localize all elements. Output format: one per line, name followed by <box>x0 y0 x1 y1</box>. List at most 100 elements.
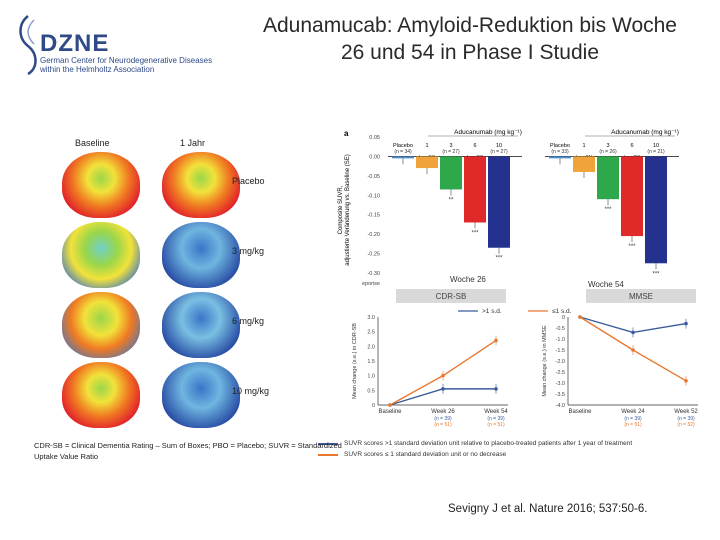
bar-ytick: -0.30 <box>367 271 380 277</box>
bar-category: 6 <box>473 143 476 149</box>
bar-category: 1 <box>425 143 428 149</box>
row-label-10mg: 10 mg/kg <box>232 386 270 396</box>
brain-6mg-year <box>162 292 240 358</box>
row-label-3mg: 3 mg/kg <box>232 246 265 256</box>
bar-n-label: (n = 27) <box>442 149 460 155</box>
logo-mark-icon <box>19 15 37 76</box>
bar-sig: *** <box>604 207 612 213</box>
bar-ytick: -0.20 <box>367 232 380 238</box>
bar-sig: *** <box>471 230 479 236</box>
line-n-orange: (n = 52) <box>677 422 695 427</box>
bar-xlabel: eporise <box>362 281 380 287</box>
bar-category: 6 <box>630 143 633 149</box>
citation: Sevigny J et al. Nature 2016; 537:50-6. <box>448 503 648 515</box>
line-ytick: -0.5 <box>556 326 565 332</box>
legend-text-gt1sd: SUVR scores >1 standard deviation unit r… <box>344 440 633 447</box>
line-ytick: 1.0 <box>367 374 375 380</box>
legend-text-le1sd: SUVR scores ≤ 1 standard deviation unit … <box>344 451 507 458</box>
line-ytick: -1.0 <box>556 337 565 343</box>
bar-sig: *** <box>652 271 660 277</box>
line-legend-label-2: ≤1 s.d. <box>552 308 572 315</box>
bottom-legend: SUVR scores >1 standard deviation unit r… <box>318 440 713 458</box>
slide-title: Adunamucab: Amyloid-Reduktion bis Woche … <box>262 14 677 64</box>
bar-category: 3 <box>606 143 609 149</box>
line-n-blue: (n = 39) <box>434 416 452 422</box>
line-ytick: -1.5 <box>556 348 565 354</box>
line-xtick: Baseline <box>568 409 592 415</box>
week26-label: Woche 26 <box>450 275 486 284</box>
bar-3 <box>597 156 619 200</box>
line-n-orange: (n = 51) <box>487 422 505 427</box>
footnote: CDR-SB = Clinical Dementia Rating – Sum … <box>34 441 342 461</box>
bar-10 <box>645 156 667 264</box>
brain-3mg-year <box>162 222 240 288</box>
bar-1 <box>416 156 438 169</box>
line-header-box <box>396 289 506 303</box>
row-label-placebo: Placebo <box>232 176 265 186</box>
bar-ytick: 0.05 <box>369 135 380 141</box>
line-n-blue: (n = 39) <box>677 416 695 422</box>
logo-subtitle-2: within the Helmholtz Association <box>40 65 155 74</box>
bar-6 <box>464 156 486 223</box>
bar-n-label: (n = 34) <box>394 149 412 155</box>
line-xtick: Week 54 <box>484 409 508 415</box>
line-ytick: -2.5 <box>556 370 565 376</box>
bar-10 <box>488 156 510 248</box>
brain-10mg-year <box>162 362 240 428</box>
bar-category: 10 <box>653 143 659 149</box>
bar-Placebo <box>549 156 571 159</box>
brain-placebo-baseline <box>62 152 140 218</box>
bar-category: 10 <box>496 143 502 149</box>
bar-sig: ** <box>449 197 454 203</box>
line-ytick: 0 <box>372 403 375 409</box>
bar-ytick: -0.25 <box>367 252 380 258</box>
bar-ylabel-1: Composite SUVR, <box>338 185 344 234</box>
line-n-orange: (n = 51) <box>624 422 642 427</box>
line-xtick: Baseline <box>378 409 402 415</box>
bar-n-label: (n = 26) <box>599 149 617 155</box>
brain-3mg-baseline <box>62 222 140 288</box>
line-ylabel: Mean change (s.e.) in CDR-SB <box>352 323 358 399</box>
bar-category: 3 <box>449 143 452 149</box>
line-ytick: -3.5 <box>556 392 565 398</box>
brain-6mg-baseline <box>62 292 140 358</box>
bar-ytick: -0.05 <box>367 174 380 180</box>
bar-group-header: Aducanumab (mg kg⁻¹) <box>611 129 679 136</box>
brain-10mg-baseline <box>62 362 140 428</box>
bar-category: Placebo <box>550 143 570 149</box>
brain-placebo-year <box>162 152 240 218</box>
line-ytick: 0 <box>562 315 565 321</box>
bar-category: Placebo <box>393 143 413 149</box>
line-ytick: 0.5 <box>367 388 375 394</box>
bar-ytick: 0.00 <box>369 154 380 160</box>
line-ylabel: Mean change (s.e.) in MMSE <box>542 325 548 397</box>
clinical-line-charts: >1 s.d. ≤1 s.d. CDR-SB 0 0.5 1.0 1.5 2.0 2.5 3.0 M… <box>352 289 698 427</box>
panel-label-a: a <box>344 129 349 138</box>
line-legend-label-1: >1 s.d. <box>482 308 502 315</box>
bar-1 <box>573 156 595 172</box>
line-header: CDR-SB <box>436 292 467 301</box>
line-ytick: -2.0 <box>556 359 565 365</box>
bar-sig: *** <box>495 256 503 262</box>
bar-ylabel-2: adjustierte Veränderung vs. Baseline (SE… <box>345 154 351 265</box>
dzne-logo <box>14 14 214 80</box>
line-ytick: 1.5 <box>367 359 375 365</box>
line-xtick: Week 26 <box>431 409 455 415</box>
line-point <box>578 315 582 319</box>
logo-name: DZNE <box>40 30 110 57</box>
bar-6 <box>621 156 643 237</box>
bar-group-header: Aducanumab (mg kg⁻¹) <box>454 129 522 136</box>
bar-n-label: (n = 33) <box>551 149 569 155</box>
line-n-orange: (n = 51) <box>434 422 452 427</box>
line-xtick: Week 52 <box>674 409 698 415</box>
bar-n-label: (n = 21) <box>647 149 665 155</box>
row-label-6mg: 6 mg/kg <box>232 316 265 326</box>
logo-subtitle-1: German Center for Neurodegenerative Dise… <box>40 56 213 65</box>
col-baseline-label: Baseline <box>75 138 110 148</box>
line-ytick: -4.0 <box>556 403 565 409</box>
suvr-bar-charts: a Composite SUVR, adjustierte Veränderung … <box>338 129 679 287</box>
line-ytick: 2.5 <box>367 330 375 336</box>
line-ytick: 2.0 <box>367 344 375 350</box>
bar-category: 1 <box>582 143 585 149</box>
bar-ytick: -0.15 <box>367 213 380 219</box>
